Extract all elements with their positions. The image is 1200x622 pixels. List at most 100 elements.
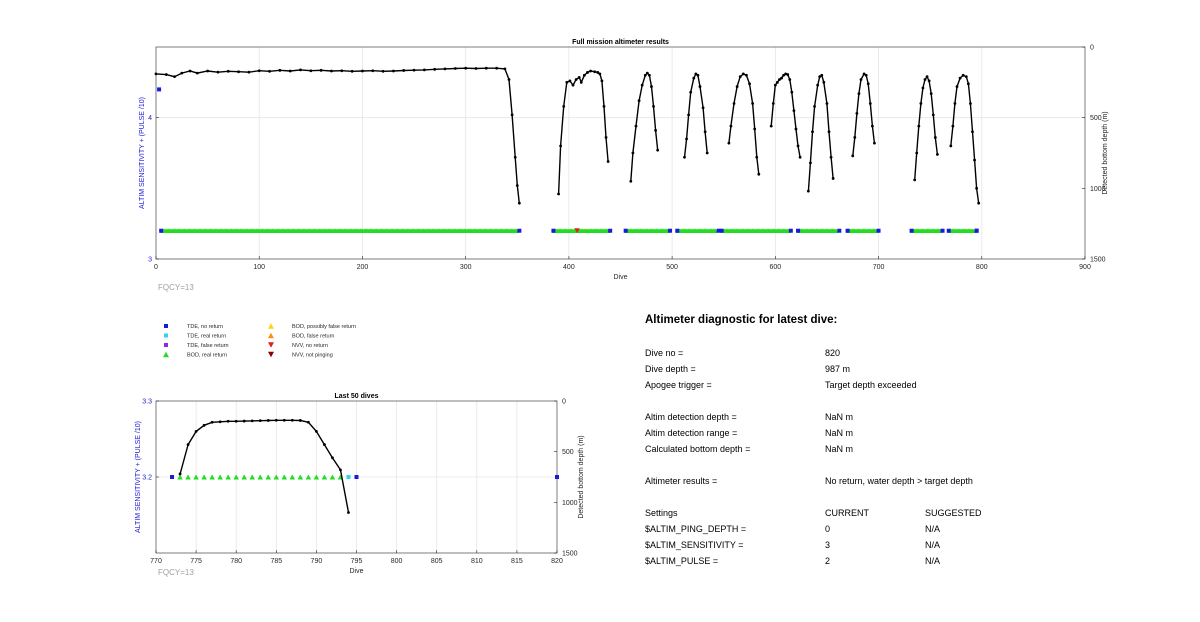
mission-depth-point [748,82,751,86]
mission-depth-point [559,144,563,148]
last50-y2-tick-label: 500 [562,449,574,456]
last50-depth-point [250,419,254,423]
last50-depth-line [179,419,350,513]
diag-row-dive-no: Dive no = 820 [645,348,1165,362]
mission-depth-point [562,104,566,108]
mission-depth-point [443,67,447,71]
mission-depth-point [735,85,739,88]
last50-tde-real-return-marker [346,475,351,479]
mission-depth-point [453,67,457,70]
mission-depth-point [966,82,970,86]
mission-depth-point [565,80,569,84]
mission-title: Full mission altimeter results [572,39,669,46]
mission-depth-point [515,184,519,187]
last50-bod-real-return-marker [281,474,288,480]
last50-depth-point [178,472,182,476]
mission-y-tick-label: 3 [148,257,152,264]
mission-x-tick-label: 700 [873,264,885,271]
mission-depth-point [350,69,354,73]
mission-depth-line [950,74,980,204]
last50-depth-point [298,419,302,422]
setting-name: $ALTIM_SENSITIVITY = [645,540,744,550]
mission-depth-point [568,79,572,83]
mission-depth-point [727,141,731,145]
mission-depth-point [958,76,962,80]
mission-depth-line [557,70,609,195]
mission-depth-point [593,70,597,74]
mission-depth-point [402,69,406,72]
mission-depth-point [813,104,816,108]
mission-depth-point [589,69,592,73]
last50-bod-real-return-marker [209,474,215,480]
mission-depth-point [822,80,826,84]
mission-depth-point [654,128,657,132]
mission-depth-point [631,151,635,155]
setting-suggested: N/A [925,556,941,566]
mission-depth-point [257,69,261,73]
diag-value: NaN m [825,412,854,422]
mission-depth-point [853,136,857,139]
last50-depth-point [282,418,286,422]
legend-marker-triangle [268,342,274,348]
mission-x-label: Dive [613,274,627,281]
setting-current: 3 [825,540,831,550]
mission-depth-point [381,69,385,73]
mission-depth-point [703,130,707,134]
mission-depth-point [913,178,917,182]
last50-x-tick-label: 810 [471,558,483,565]
mission-depth-point [652,104,655,108]
last50-depth-point [234,419,238,423]
last50-bod-real-return-marker [193,474,199,480]
mission-depth-point [392,69,395,73]
mission-depth-point [495,66,499,70]
last50-bod-real-return-marker [185,474,191,480]
mission-depth-point [484,66,488,70]
mission-depth-point [864,73,868,77]
mission-depth-point [648,73,651,77]
mission-tde-no-return-marker [940,228,945,233]
mission-x-tick-label: 300 [460,264,472,271]
mission-x-tick-label: 100 [253,264,265,271]
mission-depth-point [606,160,610,163]
mission-depth-point [975,186,979,190]
mission-tde-no-return-marker [159,228,164,233]
last50-x-tick-label: 820 [551,558,563,565]
mission-depth-point [732,102,736,105]
last50-depth-point [266,419,270,422]
mission-depth-line [728,73,760,175]
mission-depth-point [412,68,416,72]
mission-depth-point [820,73,824,77]
mission-depth-point [582,73,586,77]
mission-depth-point [825,102,829,105]
mission-depth-point [643,73,647,77]
mission-depth-point [689,90,693,94]
mission-depth-point [634,124,638,128]
mission-depth-point [915,151,919,155]
last50-bod-real-return-marker [225,474,231,480]
settings-header-label: Settings [645,508,678,518]
diag-row-apogee-trigger: Apogee trigger = Target depth exceeded [645,380,1165,394]
mission-depth-point [319,68,323,72]
mission-depth-point [868,102,872,105]
setting-suggested: N/A [925,524,941,534]
mission-depth-point [340,69,344,73]
mission-depth-point [827,130,831,134]
legend-label: BOD, false return [292,334,335,340]
mission-depth-point [951,124,955,128]
last50-depth-point [210,420,214,424]
mission-x-tick-label: 200 [357,264,369,271]
mission-depth-point [771,102,775,105]
mission-depth-point [961,73,965,77]
last50-depth-point [194,430,198,433]
mission-tde-no-return-marker [716,228,721,233]
mission-x-tick-label: 900 [1079,264,1091,271]
mission-x-tick-label: 800 [976,264,988,271]
diag-row-detection-range: Altim detection range = NaN m [645,428,1165,442]
legend-marker-square [164,333,168,338]
mission-setting-marker [974,228,979,233]
mission-setting-marker [157,87,162,92]
legend-marker-square [164,343,168,347]
last50-depth-point [290,418,294,422]
last50-y2-tick-label: 0 [562,399,566,406]
legend-marker-triangle [163,351,169,358]
